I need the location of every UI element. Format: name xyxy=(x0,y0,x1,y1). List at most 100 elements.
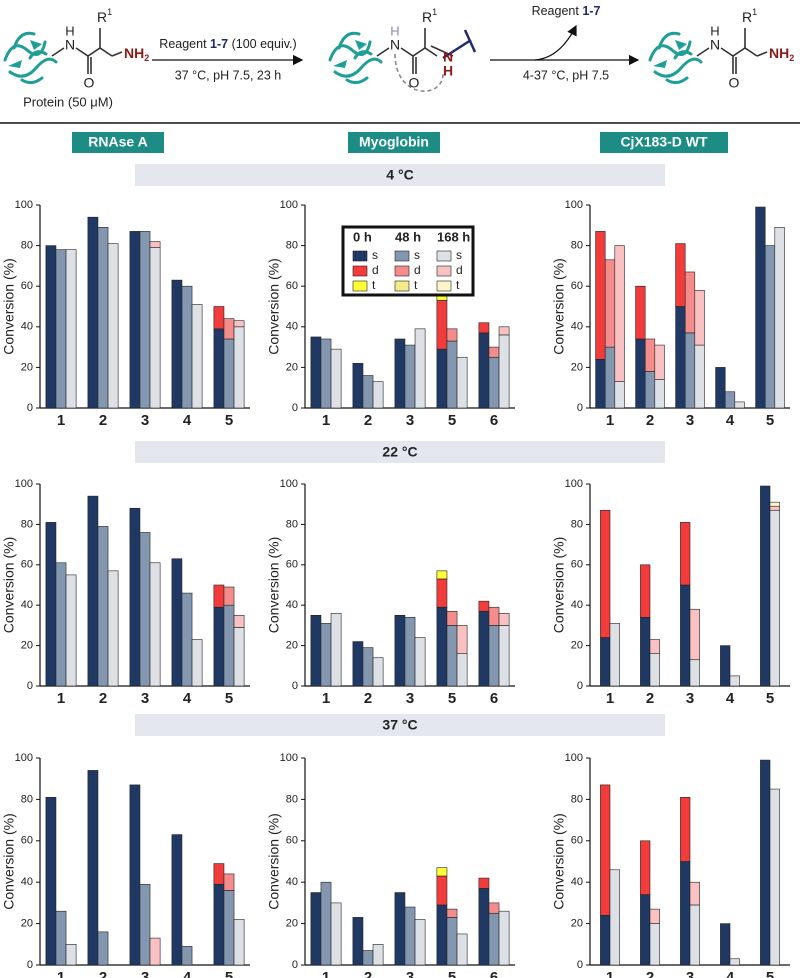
bar-segment xyxy=(596,231,606,359)
legend-swatch xyxy=(437,251,451,261)
y-tick-label: 40 xyxy=(21,599,33,611)
bar-segment xyxy=(685,272,695,333)
atom-label: H xyxy=(710,23,719,38)
bar-segment xyxy=(224,319,234,339)
bar-segment xyxy=(770,789,780,965)
bar-segment xyxy=(363,951,373,965)
bar-segment xyxy=(690,660,700,686)
atom-label: H xyxy=(390,23,399,38)
y-axis-label: Conversion (%) xyxy=(266,813,282,909)
row-header: 37 °C xyxy=(382,717,417,733)
y-tick-label: 0 xyxy=(577,959,583,971)
bar-segment xyxy=(676,244,686,307)
y-tick-label: 60 xyxy=(571,280,583,292)
bar-segment xyxy=(108,571,118,686)
bar-segment xyxy=(479,601,489,611)
bar-segment xyxy=(655,380,665,408)
protein-label: Protein (50 μM) xyxy=(23,94,113,109)
bar-segment xyxy=(214,884,224,965)
bar-segment xyxy=(150,938,160,965)
bar-segment xyxy=(437,876,447,905)
bar-segment xyxy=(447,329,457,341)
bar-segment xyxy=(224,587,234,605)
bar-segment xyxy=(363,648,373,686)
bar-segment xyxy=(46,797,56,965)
atom-label: R1 xyxy=(422,7,437,24)
legend-label: d xyxy=(414,263,421,277)
bar-segment xyxy=(730,959,740,965)
y-tick-label: 0 xyxy=(27,402,33,414)
x-tick-label: 5 xyxy=(766,412,774,429)
y-tick-label: 100 xyxy=(280,478,298,490)
y-tick-label: 100 xyxy=(280,752,298,764)
x-tick-label: 3 xyxy=(141,412,149,429)
bar-segment xyxy=(224,874,234,891)
bar-segment xyxy=(182,593,192,686)
bar-segment xyxy=(66,575,76,686)
x-tick-label: 3 xyxy=(406,412,414,429)
x-tick-label: 2 xyxy=(646,412,654,429)
x-tick-label: 2 xyxy=(364,969,372,978)
x-tick-label: 6 xyxy=(490,690,498,707)
y-tick-label: 80 xyxy=(286,240,298,252)
conditions-label: 4-37 °C, pH 7.5 xyxy=(523,68,609,82)
bar-segment xyxy=(489,903,499,913)
bar-segment xyxy=(234,327,244,408)
bar-segment xyxy=(321,882,331,965)
bar-segment xyxy=(88,770,98,965)
bar-segment xyxy=(479,323,489,333)
bar-segment xyxy=(479,888,489,965)
bar-segment xyxy=(172,559,182,686)
bar-segment xyxy=(640,617,650,686)
legend-swatch xyxy=(395,251,409,261)
atom-label: N xyxy=(710,37,720,53)
x-tick-label: 3 xyxy=(686,412,694,429)
bar-segment xyxy=(353,642,363,686)
legend-header: 168 h xyxy=(437,229,470,244)
bar-segment xyxy=(150,242,160,248)
bar-segment xyxy=(479,878,489,888)
x-tick-label: 5 xyxy=(448,412,456,429)
legend-swatch xyxy=(437,281,451,291)
legend-header: 48 h xyxy=(395,229,421,244)
bar-segment xyxy=(234,321,244,327)
bar-segment xyxy=(600,915,610,965)
atom-label: NH2 xyxy=(769,45,794,64)
bar-segment xyxy=(605,347,615,408)
bar-segment xyxy=(88,217,98,408)
bar-segment xyxy=(56,911,66,965)
bar-segment xyxy=(725,392,735,408)
bar-segment xyxy=(182,946,192,965)
atom-label: H xyxy=(443,63,453,79)
bar-segment xyxy=(690,905,700,965)
atom-label: H xyxy=(65,23,74,38)
x-tick-label: 1 xyxy=(322,412,330,429)
y-tick-label: 60 xyxy=(571,835,583,847)
y-tick-label: 20 xyxy=(571,640,583,652)
bar-segment xyxy=(615,246,625,382)
molecule-start: N H O R1 NH2 Protein (50 μM) xyxy=(5,7,149,109)
y-tick-label: 100 xyxy=(15,752,33,764)
bar-segment xyxy=(610,870,620,965)
y-tick-label: 40 xyxy=(286,321,298,333)
x-tick-label: 3 xyxy=(406,969,414,978)
y-tick-label: 80 xyxy=(571,793,583,805)
x-tick-label: 4 xyxy=(183,969,192,978)
bar-segment xyxy=(214,329,224,408)
bar-segment xyxy=(88,496,98,686)
x-tick-label: 1 xyxy=(606,969,614,978)
y-tick-label: 40 xyxy=(571,876,583,888)
bar-segment xyxy=(130,508,140,686)
bar-segment xyxy=(405,907,415,965)
x-tick-label: 2 xyxy=(99,412,107,429)
bar-segment xyxy=(405,345,415,408)
bar-segment xyxy=(457,357,467,408)
x-tick-label: 4 xyxy=(726,969,735,978)
x-tick-label: 1 xyxy=(322,690,330,707)
bar-segment xyxy=(596,359,606,408)
bar-segment xyxy=(600,638,610,686)
bar-segment xyxy=(499,327,509,335)
x-tick-label: 1 xyxy=(57,690,65,707)
bar-segment xyxy=(150,563,160,686)
